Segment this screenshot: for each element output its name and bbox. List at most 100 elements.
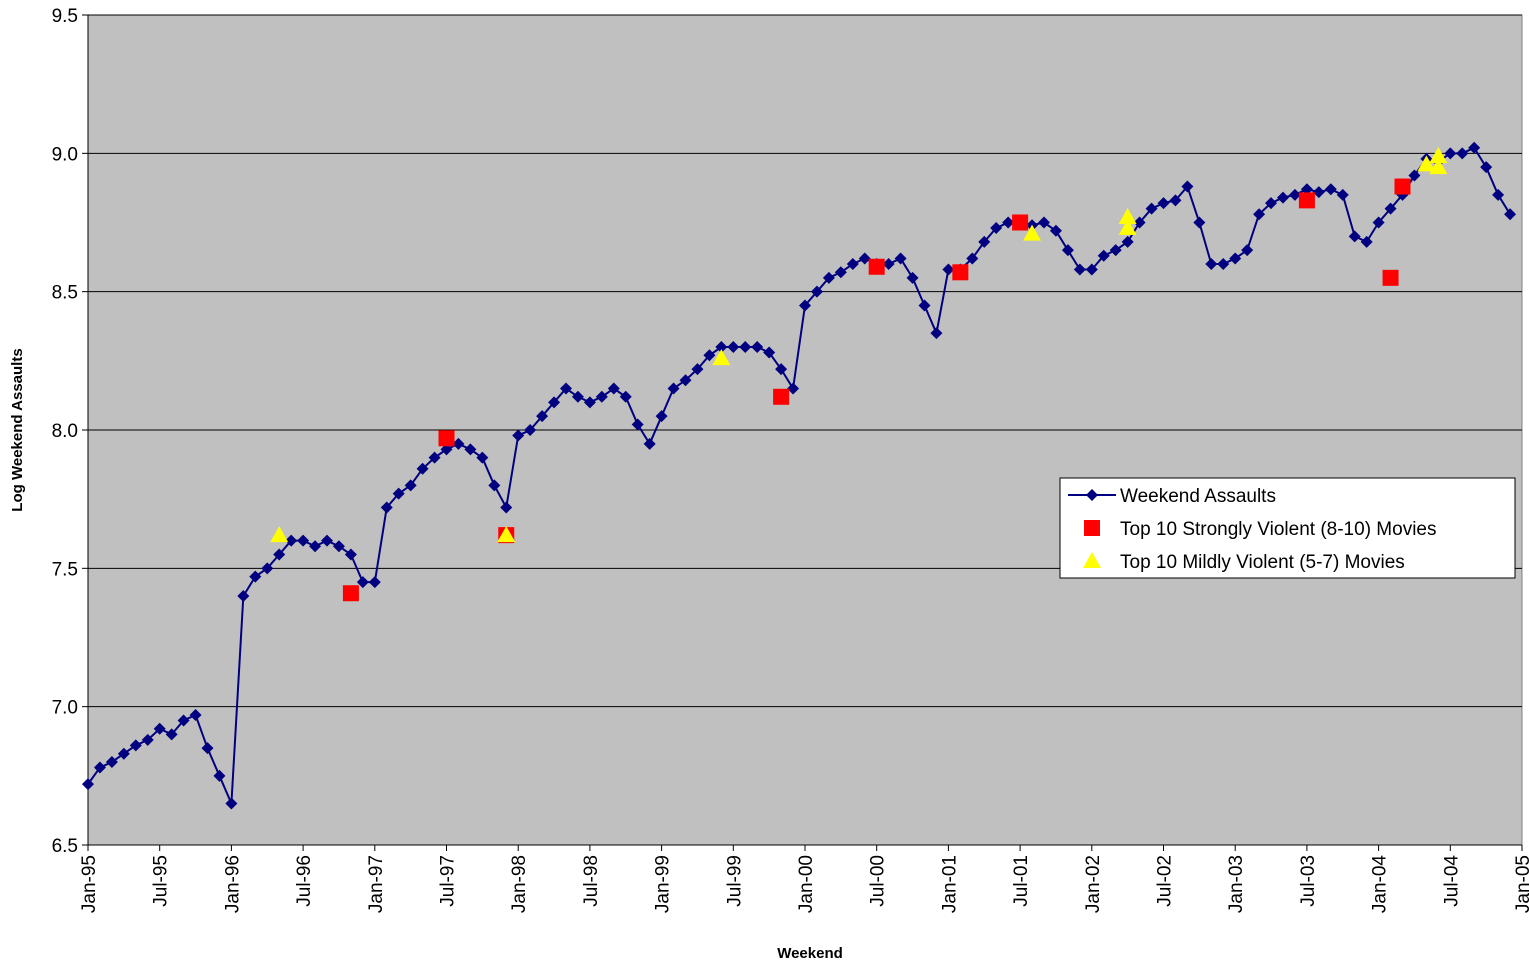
marker-diamond	[141, 733, 154, 746]
marker-diamond	[488, 479, 501, 492]
marker-diamond	[464, 443, 477, 456]
x-tick-label: Jan-98	[509, 855, 530, 913]
marker-diamond	[356, 576, 369, 589]
x-tick-label: Jul-97	[438, 855, 459, 907]
legend-label: Top 10 Mildly Violent (5-7) Movies	[1120, 552, 1405, 573]
marker-diamond	[105, 756, 118, 768]
marker-diamond	[309, 540, 322, 553]
marker-diamond	[165, 728, 178, 741]
marker-diamond	[1121, 235, 1134, 248]
marker-diamond	[213, 769, 226, 782]
marker-diamond	[834, 266, 847, 279]
x-tick-label: Jul-01	[1011, 855, 1032, 907]
marker-diamond	[846, 258, 859, 270]
marker-diamond	[1312, 186, 1325, 199]
marker-diamond	[775, 363, 788, 376]
x-tick-label: Jul-96	[294, 855, 315, 907]
y-tick-label: 9.0	[52, 144, 78, 165]
marker-diamond	[249, 570, 262, 583]
marker-diamond	[1336, 188, 1349, 201]
marker-diamond	[655, 410, 668, 423]
legend-entry: Top 10 Mildly Violent (5-7) Movies	[1083, 552, 1405, 573]
marker-triangle	[1118, 207, 1137, 224]
marker-diamond	[571, 390, 584, 403]
marker-diamond	[1504, 208, 1517, 221]
marker-diamond	[1157, 197, 1170, 210]
marker-diamond	[691, 363, 704, 376]
marker-diamond	[1169, 194, 1182, 207]
marker-diamond	[1444, 147, 1457, 160]
marker-diamond	[1085, 263, 1098, 276]
legend-entry: Weekend Assaults	[1068, 486, 1276, 507]
marker-diamond	[1217, 258, 1230, 270]
legend-box	[1059, 477, 1516, 579]
marker-square	[1394, 178, 1411, 195]
marker-diamond	[703, 349, 716, 362]
marker-diamond	[1038, 216, 1050, 229]
marker-diamond	[918, 299, 931, 312]
marker-diamond	[380, 501, 393, 514]
marker-square	[773, 388, 790, 405]
marker-diamond	[1348, 230, 1361, 243]
marker-triangle	[1417, 155, 1436, 172]
marker-diamond	[1193, 216, 1206, 229]
marker-diamond	[1073, 263, 1086, 276]
x-tick-label: Jan-05	[1513, 855, 1529, 913]
marker-diamond	[476, 451, 489, 464]
marker-diamond	[739, 341, 752, 353]
legend-label: Weekend Assaults	[1120, 486, 1276, 507]
marker-triangle	[712, 349, 731, 366]
marker-diamond	[512, 429, 525, 442]
marker-diamond	[1145, 202, 1158, 215]
marker-diamond	[344, 548, 357, 561]
marker-diamond	[297, 534, 310, 547]
marker-diamond	[1265, 197, 1278, 210]
marker-triangle	[1083, 552, 1101, 568]
marker-diamond	[1002, 216, 1015, 229]
legend-label: Top 10 Strongly Violent (8-10) Movies	[1120, 519, 1436, 540]
marker-diamond	[1109, 244, 1122, 257]
marker-diamond	[536, 410, 549, 423]
marker-triangle	[1118, 219, 1137, 236]
x-tick-label: Jan-04	[1370, 855, 1391, 914]
marker-diamond	[1468, 141, 1481, 154]
marker-diamond	[882, 258, 895, 270]
marker-diamond	[763, 346, 776, 359]
marker-diamond	[321, 534, 333, 547]
marker-diamond	[631, 418, 644, 431]
marker-diamond	[1277, 191, 1289, 204]
marker-diamond	[452, 437, 465, 450]
marker-diamond	[93, 761, 106, 774]
x-tick-label: Jan-95	[79, 855, 100, 913]
x-tick-label: Jan-03	[1226, 855, 1247, 913]
marker-diamond	[810, 285, 823, 298]
marker-diamond	[990, 222, 1003, 235]
marker-diamond	[1384, 202, 1397, 215]
marker-diamond	[560, 382, 572, 395]
x-tick-label: Jul-03	[1298, 855, 1319, 907]
marker-square	[438, 430, 455, 447]
x-axis-label: Weekend	[777, 945, 843, 962]
marker-diamond	[894, 252, 907, 265]
marker-square	[1012, 214, 1029, 231]
marker-triangle	[497, 526, 516, 543]
marker-triangle	[270, 526, 289, 543]
y-tick-label: 7.5	[52, 559, 78, 580]
marker-square	[1382, 269, 1399, 286]
marker-diamond	[524, 424, 537, 436]
marker-diamond	[858, 252, 871, 265]
marker-diamond	[715, 341, 728, 353]
marker-square	[1298, 192, 1315, 209]
y-tick-label: 6.5	[52, 836, 78, 857]
marker-diamond	[1372, 216, 1385, 229]
marker-diamond	[1408, 169, 1421, 182]
marker-diamond	[679, 374, 692, 387]
marker-diamond	[906, 271, 919, 284]
x-tick-label: Jul-98	[581, 855, 602, 907]
marker-diamond	[619, 390, 632, 403]
marker-diamond	[930, 327, 943, 340]
marker-diamond	[643, 437, 656, 450]
marker-diamond	[416, 462, 429, 475]
marker-diamond	[1288, 188, 1301, 201]
